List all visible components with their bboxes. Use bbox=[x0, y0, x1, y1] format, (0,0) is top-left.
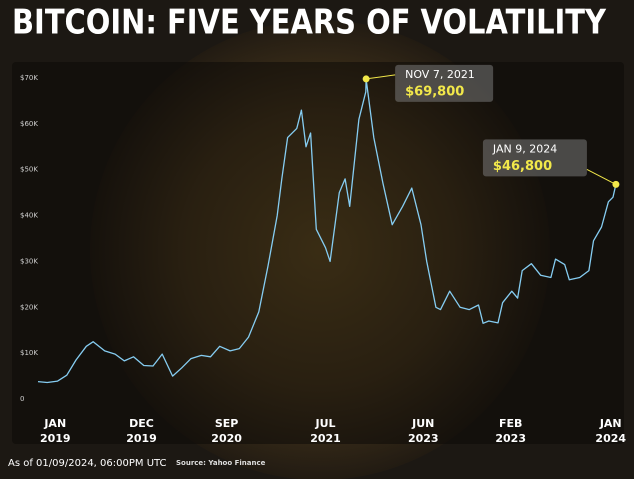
x-tick-label-line: SEP bbox=[215, 417, 239, 430]
x-tick-label-line: FEB bbox=[499, 417, 522, 430]
annotation-value: $46,800 bbox=[493, 159, 552, 174]
source: Source: Yahoo Finance bbox=[176, 459, 266, 467]
x-tick-label-line: 2021 bbox=[310, 432, 341, 445]
y-tick-label: $60K bbox=[20, 120, 38, 128]
annotation-box bbox=[395, 64, 494, 102]
x-tick-label-line: JAN bbox=[599, 417, 622, 430]
x-tick-label-line: JAN bbox=[43, 417, 66, 430]
y-tick-label: $10K bbox=[20, 349, 38, 357]
annotation-leader bbox=[366, 74, 396, 80]
x-tick-label: JAN 2024 bbox=[595, 417, 626, 445]
annotation-box bbox=[482, 139, 587, 177]
y-tick-label: $50K bbox=[20, 166, 38, 174]
annotation-value: $69,800 bbox=[405, 84, 464, 99]
x-tick-label: JUL 2021 bbox=[310, 417, 341, 445]
y-tick-label: $40K bbox=[20, 212, 38, 220]
x-tick-label-line: JUL bbox=[315, 417, 336, 430]
x-tick-label-line: 2023 bbox=[408, 432, 439, 445]
plot-panel bbox=[12, 62, 624, 444]
y-tick-label: $20K bbox=[20, 303, 38, 311]
x-tick-label-line: 2019 bbox=[40, 432, 71, 445]
x-tick-label-line: 2023 bbox=[495, 432, 526, 445]
chart-title: BITCOIN: FIVE YEARS OF VOLATILITY bbox=[12, 3, 606, 43]
y-tick-label: $30K bbox=[20, 257, 38, 265]
price-line bbox=[37, 78, 617, 384]
x-tick-label: JAN 2019 bbox=[40, 417, 71, 445]
annotation-marker bbox=[612, 180, 620, 188]
x-tick-label-line: 2020 bbox=[211, 432, 242, 445]
annotation-date: NOV 7, 2021 bbox=[405, 68, 475, 81]
x-tick-label: SEP 2020 bbox=[211, 417, 242, 445]
annotation-date: JAN 9, 2024 bbox=[492, 142, 557, 155]
x-tick-label-line: DEC bbox=[129, 417, 154, 430]
annotation-marker bbox=[362, 75, 370, 83]
annotation-leader bbox=[586, 168, 617, 185]
y-tick-label: 0 bbox=[20, 395, 24, 403]
x-tick-label-line: 2019 bbox=[126, 432, 157, 445]
x-tick-label-line: JUN bbox=[411, 417, 434, 430]
footnote: As of 01/09/2024, 06:00PM UTC bbox=[8, 458, 167, 469]
x-tick-label-line: 2024 bbox=[595, 432, 626, 445]
x-tick-label: DEC 2019 bbox=[126, 417, 157, 445]
x-tick-label: JUN 2023 bbox=[408, 417, 439, 445]
y-tick-label: $70K bbox=[20, 74, 38, 82]
x-tick-label: FEB 2023 bbox=[495, 417, 526, 445]
